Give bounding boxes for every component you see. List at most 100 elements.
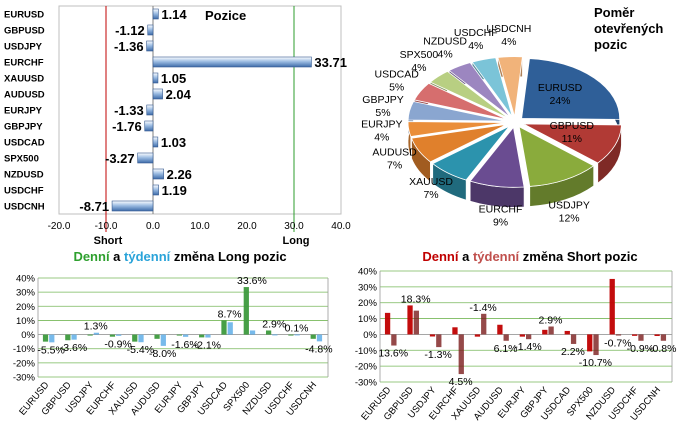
data-label: 4.5% <box>449 376 473 388</box>
data-label: 2.9% <box>538 315 562 327</box>
position-bar <box>152 168 164 180</box>
position-bar <box>144 120 154 132</box>
series-bar <box>638 334 644 341</box>
pie-slice-label: SPX500 4% <box>400 49 439 74</box>
title-part-daily: Denní <box>422 249 459 264</box>
category-label: XAUUSD <box>4 74 44 85</box>
value-label: 1.19 <box>162 183 187 198</box>
category-label: USDCAD <box>4 138 45 149</box>
title-part-weekly: týdenní <box>473 249 520 264</box>
position-bar <box>152 184 159 196</box>
value-label: -8.71 <box>79 199 109 214</box>
pie-slice <box>523 123 622 164</box>
short-change-chart: Denní a týdenní změna Short pozic -30% -2… <box>355 249 677 423</box>
pie-slice <box>413 82 508 120</box>
series-bar <box>474 334 481 337</box>
pie-slice <box>432 125 510 181</box>
pie-slice-name: USDCHF <box>454 27 498 39</box>
series-bar <box>542 329 548 335</box>
series-bar <box>199 334 205 338</box>
value-label: 1.03 <box>161 135 186 150</box>
position-bar <box>152 72 159 84</box>
title-part-and: a <box>110 249 124 264</box>
position-bar <box>152 136 159 148</box>
pie-slice-percent: 5% <box>389 82 404 94</box>
pie-slice-name: EURJPY <box>361 118 402 130</box>
long-label: Long <box>283 235 310 247</box>
pie-slice-percent: 5% <box>375 107 390 119</box>
series-bar <box>316 334 323 342</box>
series-bar <box>429 334 436 337</box>
series-bar <box>176 334 182 336</box>
value-label: 33.71 <box>314 55 347 70</box>
series-bar <box>227 322 233 335</box>
x-tick-label: 0.0 <box>146 221 160 232</box>
x-tick-label: 20.0 <box>237 221 257 232</box>
series-bar <box>609 278 615 335</box>
pie-title-line-2: otevřených <box>594 21 663 36</box>
category-label: SPX500 <box>4 154 39 165</box>
pie-slice-label: XAUUSD 7% <box>409 176 453 201</box>
series-bar <box>93 332 100 335</box>
y-tick-label: 0% <box>363 330 377 341</box>
pie-slice-label: USDCNH 4% <box>486 23 531 48</box>
y-tick-label: 10% <box>358 314 378 325</box>
title-part-and: a <box>458 249 472 264</box>
series-bar <box>249 330 256 335</box>
series-bar <box>160 334 166 346</box>
y-tick-label: 10% <box>16 316 36 327</box>
series-bar <box>587 334 593 352</box>
pie-slice-label: USDCAD 5% <box>374 69 419 94</box>
position-bar <box>111 200 154 212</box>
data-label: -0.8% <box>649 343 676 355</box>
pie-slice-percent: 7% <box>387 160 402 172</box>
category-label: EURUSD <box>4 10 44 21</box>
pie-slice-name: EURUSD <box>538 82 583 94</box>
title-part-rest: změna Short pozic <box>519 249 637 264</box>
data-label: 18.3% <box>401 293 431 305</box>
category-label: USDJPY <box>4 42 43 53</box>
pie-slice <box>407 101 507 122</box>
category-label: EURJPY <box>4 106 43 117</box>
category-label: EURCHF <box>4 58 44 69</box>
category-label: GBPUSD <box>4 26 45 37</box>
pie-title-line-3: pozic <box>594 37 627 52</box>
x-tick-label: 30.0 <box>284 221 304 232</box>
series-bar <box>654 334 660 337</box>
value-label: -1.36 <box>114 39 144 54</box>
series-bar <box>205 334 211 338</box>
data-label: 8.7% <box>218 308 242 320</box>
pie-slice-percent: 7% <box>423 189 438 201</box>
series-bar <box>497 324 503 335</box>
category-label: NZDUSD <box>4 170 44 181</box>
series-bar <box>407 305 413 335</box>
pie-slice-label: EURUSD 24% <box>538 82 583 107</box>
data-label: -1.4% <box>514 341 541 353</box>
data-label: -8.0% <box>149 348 176 360</box>
series-bar <box>243 287 249 335</box>
y-tick-label: 20% <box>358 298 378 309</box>
data-label: -5.4% <box>127 344 154 356</box>
value-label: -3.27 <box>105 151 135 166</box>
pie-slice-percent: 4% <box>411 62 426 74</box>
y-tick-label: -10% <box>13 344 36 355</box>
pie-slice <box>521 58 621 120</box>
series-bar <box>294 334 300 336</box>
value-label: 1.14 <box>161 7 187 22</box>
series-bar <box>632 334 638 336</box>
value-label: -1.33 <box>114 103 144 118</box>
value-label: -1.76 <box>112 119 142 134</box>
x-tick-label: -10.0 <box>95 221 118 232</box>
series-bar <box>87 334 93 336</box>
series-bar <box>310 334 316 339</box>
y-tick-label: 30% <box>16 288 36 299</box>
series-bar <box>593 334 599 356</box>
data-label: -1.4% <box>469 302 496 314</box>
short-label: Short <box>94 235 123 247</box>
pie-slice-name: USDCNH <box>486 23 531 35</box>
series-bar <box>265 330 272 335</box>
data-label: -0.7% <box>604 338 631 350</box>
position-bar <box>152 8 159 20</box>
pie-slice-percent: 12% <box>559 213 580 225</box>
pie-slice-percent: 4% <box>501 36 516 48</box>
